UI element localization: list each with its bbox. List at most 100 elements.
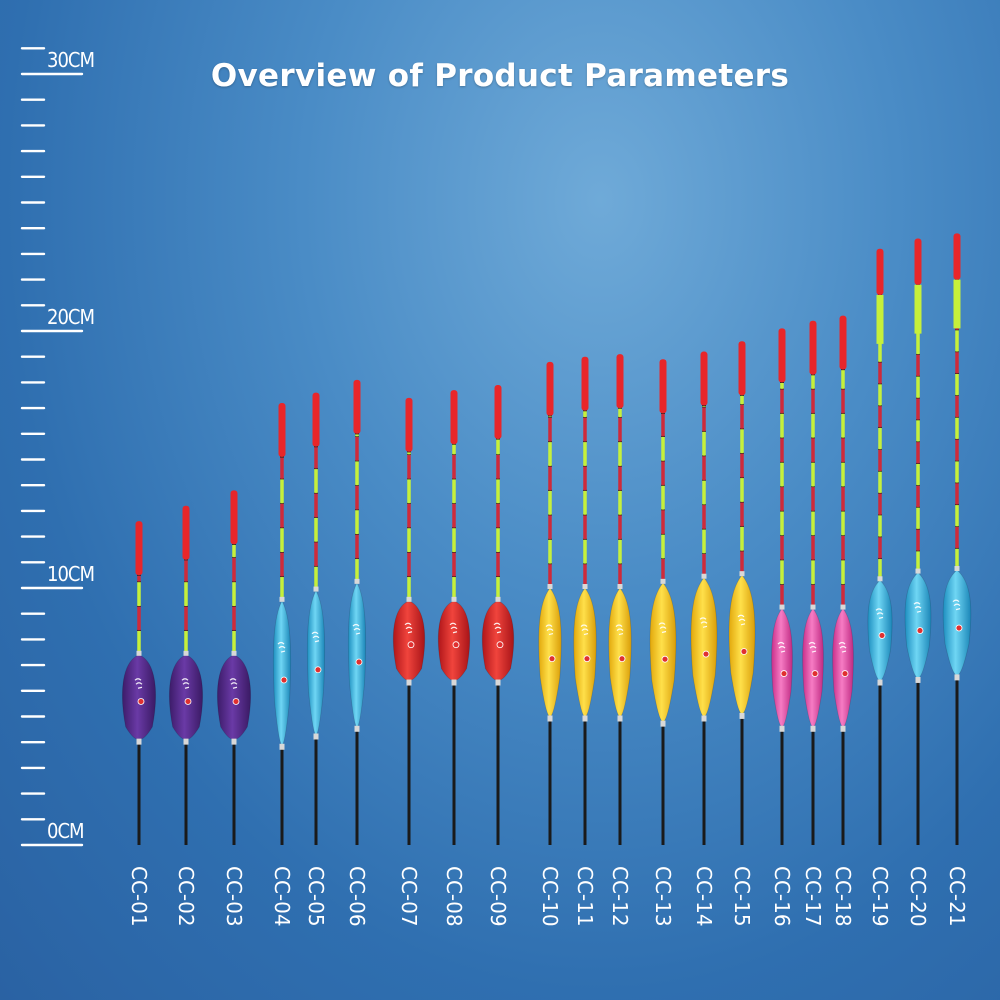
float-code-label: CC-20 (906, 866, 930, 927)
float-code-label: CC-05 (304, 866, 328, 927)
brand-emblem-icon (841, 670, 849, 677)
float-cc-14: CC-14 (690, 351, 718, 927)
brand-logo-icon (352, 623, 361, 635)
float-ring-bottom (495, 679, 501, 686)
float-body (649, 582, 677, 723)
float-ring-bottom (582, 715, 588, 722)
float-ring-top (739, 571, 745, 577)
float-ring-bottom (660, 720, 666, 727)
float-body (538, 587, 562, 717)
float-tip (182, 505, 190, 560)
float-code-label: CC-16 (770, 866, 794, 927)
brand-emblem-icon (548, 655, 556, 663)
brand-logo-icon (181, 678, 190, 689)
float-ring-bottom (739, 712, 745, 719)
float-body (217, 654, 251, 741)
float-cc-03: CC-03 (217, 490, 251, 927)
float-ring-bottom (915, 676, 921, 683)
float-ring-bottom (810, 725, 816, 732)
float-code-label: CC-08 (442, 866, 466, 927)
brand-logo-icon (658, 622, 667, 634)
float-ring-top (810, 604, 816, 610)
float-body (832, 607, 854, 728)
float-ring-top (451, 596, 457, 602)
float-tip (809, 320, 817, 375)
brand-emblem-icon (702, 650, 710, 658)
float-code-label: CC-15 (730, 866, 754, 927)
brand-emblem-icon (232, 698, 240, 705)
float-cc-09: CC-09 (481, 384, 515, 927)
float-ring-top (313, 586, 319, 592)
brand-logo-icon (545, 624, 554, 636)
float-tip (700, 351, 708, 406)
brand-logo-icon (875, 608, 884, 619)
ruler-label: 30CM (47, 48, 94, 72)
brand-emblem-icon (280, 676, 288, 684)
float-cc-21: CC-21 (942, 233, 972, 927)
float-body (802, 607, 824, 728)
ruler-label: 0CM (47, 819, 84, 843)
brand-logo-icon (229, 678, 238, 689)
float-body (608, 587, 632, 717)
float-cc-10: CC-10 (538, 361, 562, 927)
float-cc-20: CC-20 (904, 238, 932, 927)
float-tip (135, 521, 143, 576)
brand-emblem-icon (496, 641, 504, 649)
brand-logo-icon (449, 622, 458, 634)
float-cc-02: CC-02 (169, 505, 203, 927)
float-ring-bottom (877, 679, 883, 686)
float-ring-top (877, 576, 883, 582)
brand-emblem-icon (314, 666, 322, 674)
float-ring-bottom (136, 738, 142, 745)
float-cc-11: CC-11 (573, 356, 597, 927)
float-body (942, 569, 972, 676)
float-code-label: CC-01 (127, 866, 151, 927)
float-tip (230, 490, 238, 545)
float-code-label: CC-02 (174, 866, 198, 927)
float-code-label: CC-18 (831, 866, 855, 927)
float-cc-06: CC-06 (345, 379, 369, 927)
brand-logo-icon (615, 624, 624, 636)
float-body (481, 600, 515, 681)
float-ring-bottom (954, 674, 960, 681)
page-title: Overview of Product Parameters (210, 58, 790, 94)
brand-logo-icon (808, 641, 817, 653)
float-tip (353, 379, 361, 434)
float-code-label: CC-03 (222, 866, 246, 927)
float-body (169, 654, 203, 741)
float-tip (953, 233, 961, 280)
float-ring-top (136, 650, 142, 656)
float-cc-16: CC-16 (770, 328, 794, 927)
float-ring-bottom (701, 715, 707, 722)
float-body (392, 600, 426, 681)
float-code-label: CC-06 (345, 866, 369, 927)
float-ring-bottom (183, 738, 189, 745)
float-ring-top (354, 578, 360, 584)
float-lineup: CC-01 CC-02 CC-03 CC-04 CC-05 CC-06 CC-07 CC-08… (122, 233, 972, 927)
ruler-scale: 0CM 10CM 20CM 30CM (20, 47, 95, 847)
float-ring-bottom (279, 743, 285, 750)
float-cc-18: CC-18 (831, 315, 855, 927)
float-ring-top (915, 568, 921, 574)
float-body (347, 581, 367, 728)
float-ring-top (617, 584, 623, 589)
brand-logo-icon (404, 622, 413, 634)
float-cc-04: CC-04 (270, 402, 294, 927)
float-cc-17: CC-17 (801, 320, 825, 927)
brand-emblem-icon (355, 658, 363, 666)
float-ring-top (840, 604, 846, 610)
float-ring-bottom (354, 725, 360, 732)
float-body (904, 572, 932, 679)
float-ring-bottom (779, 725, 785, 732)
float-code-label: CC-12 (608, 866, 632, 927)
float-code-label: CC-13 (651, 866, 675, 927)
float-cc-12: CC-12 (608, 354, 632, 927)
float-tip (839, 315, 847, 370)
float-code-label: CC-14 (692, 866, 716, 927)
float-ring-top (582, 584, 588, 589)
brand-logo-icon (952, 599, 961, 611)
brand-emblem-icon (407, 641, 415, 649)
float-tip (546, 361, 554, 416)
float-ring-top (779, 604, 785, 610)
